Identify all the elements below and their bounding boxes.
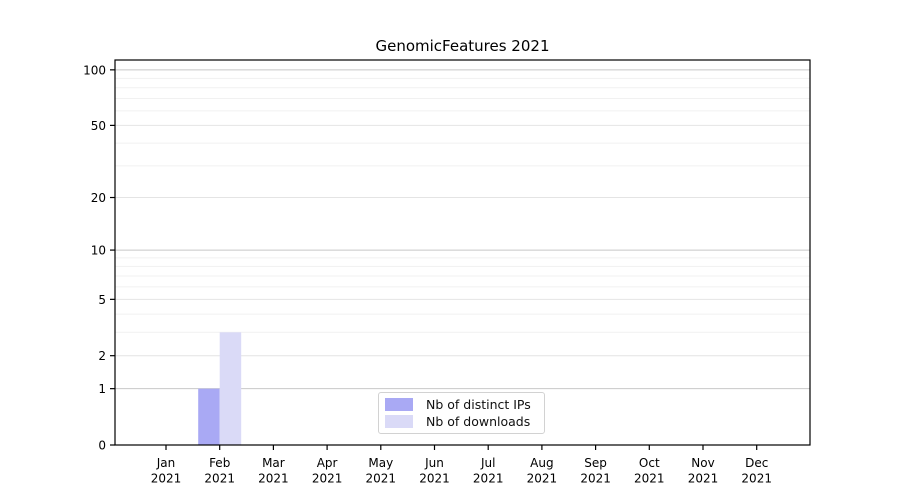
x-tick-label-year-sep-2021: 2021: [580, 472, 611, 486]
x-tick-label-year-aug-2021: 2021: [527, 472, 558, 486]
x-tick-label-month-dec-2021: Dec: [745, 456, 768, 470]
y-tick-label-2: 2: [98, 349, 106, 363]
y-tick-label-5: 5: [98, 293, 106, 307]
legend: Nb of distinct IPs Nb of downloads: [378, 392, 545, 434]
x-tick-label-year-feb-2021: 2021: [204, 472, 235, 486]
x-tick-label-month-feb-2021: Feb: [209, 456, 230, 470]
x-tick-label-month-apr-2021: Apr: [317, 456, 338, 470]
legend-swatch-distinct-ips: [385, 398, 413, 411]
x-tick-label-month-aug-2021: Aug: [530, 456, 553, 470]
x-tick-label-month-sep-2021: Sep: [584, 456, 607, 470]
x-tick-label-year-mar-2021: 2021: [258, 472, 289, 486]
x-tick-label-month-jun-2021: Jun: [424, 456, 444, 470]
legend-swatch-rect-downloads: [385, 415, 413, 428]
x-tick-label-year-jun-2021: 2021: [419, 472, 450, 486]
x-tick-label-year-nov-2021: 2021: [688, 472, 719, 486]
x-tick-label-month-nov-2021: Nov: [691, 456, 714, 470]
y-tick-label-20: 20: [91, 191, 106, 205]
legend-label-distinct-ips: Nb of distinct IPs: [426, 397, 531, 412]
legend-label-downloads: Nb of downloads: [426, 414, 531, 429]
bar-nb-of-downloads-feb-2021: [219, 332, 242, 445]
x-tick-label-month-oct-2021: Oct: [639, 456, 660, 470]
y-tick-label-10: 10: [91, 244, 106, 258]
y-tick-label-0: 0: [98, 439, 106, 453]
x-tick-label-month-mar-2021: Mar: [262, 456, 285, 470]
x-tick-label-month-jul-2021: Jul: [480, 456, 495, 470]
legend-swatch-downloads: [385, 415, 413, 428]
legend-item-distinct-ips: Nb of distinct IPs: [385, 397, 538, 412]
x-tick-label-month-jan-2021: Jan: [156, 456, 176, 470]
y-tick-label-1: 1: [98, 382, 106, 396]
x-tick-label-year-jan-2021: 2021: [151, 472, 182, 486]
x-tick-label-year-oct-2021: 2021: [634, 472, 665, 486]
chart-title: GenomicFeatures 2021: [375, 37, 550, 55]
y-tick-label-50: 50: [91, 119, 106, 133]
bar-nb-of-distinct-ips-feb-2021: [198, 388, 220, 445]
y-tick-label-100: 100: [83, 63, 106, 77]
x-tick-label-year-jul-2021: 2021: [473, 472, 504, 486]
x-tick-label-year-dec-2021: 2021: [741, 472, 772, 486]
x-tick-label-month-may-2021: May: [368, 456, 393, 470]
x-tick-label-year-apr-2021: 2021: [312, 472, 343, 486]
x-tick-label-year-may-2021: 2021: [366, 472, 397, 486]
plot-border: [114, 59, 811, 446]
legend-item-downloads: Nb of downloads: [385, 414, 538, 429]
legend-swatch-rect-distinct-ips: [385, 398, 413, 411]
